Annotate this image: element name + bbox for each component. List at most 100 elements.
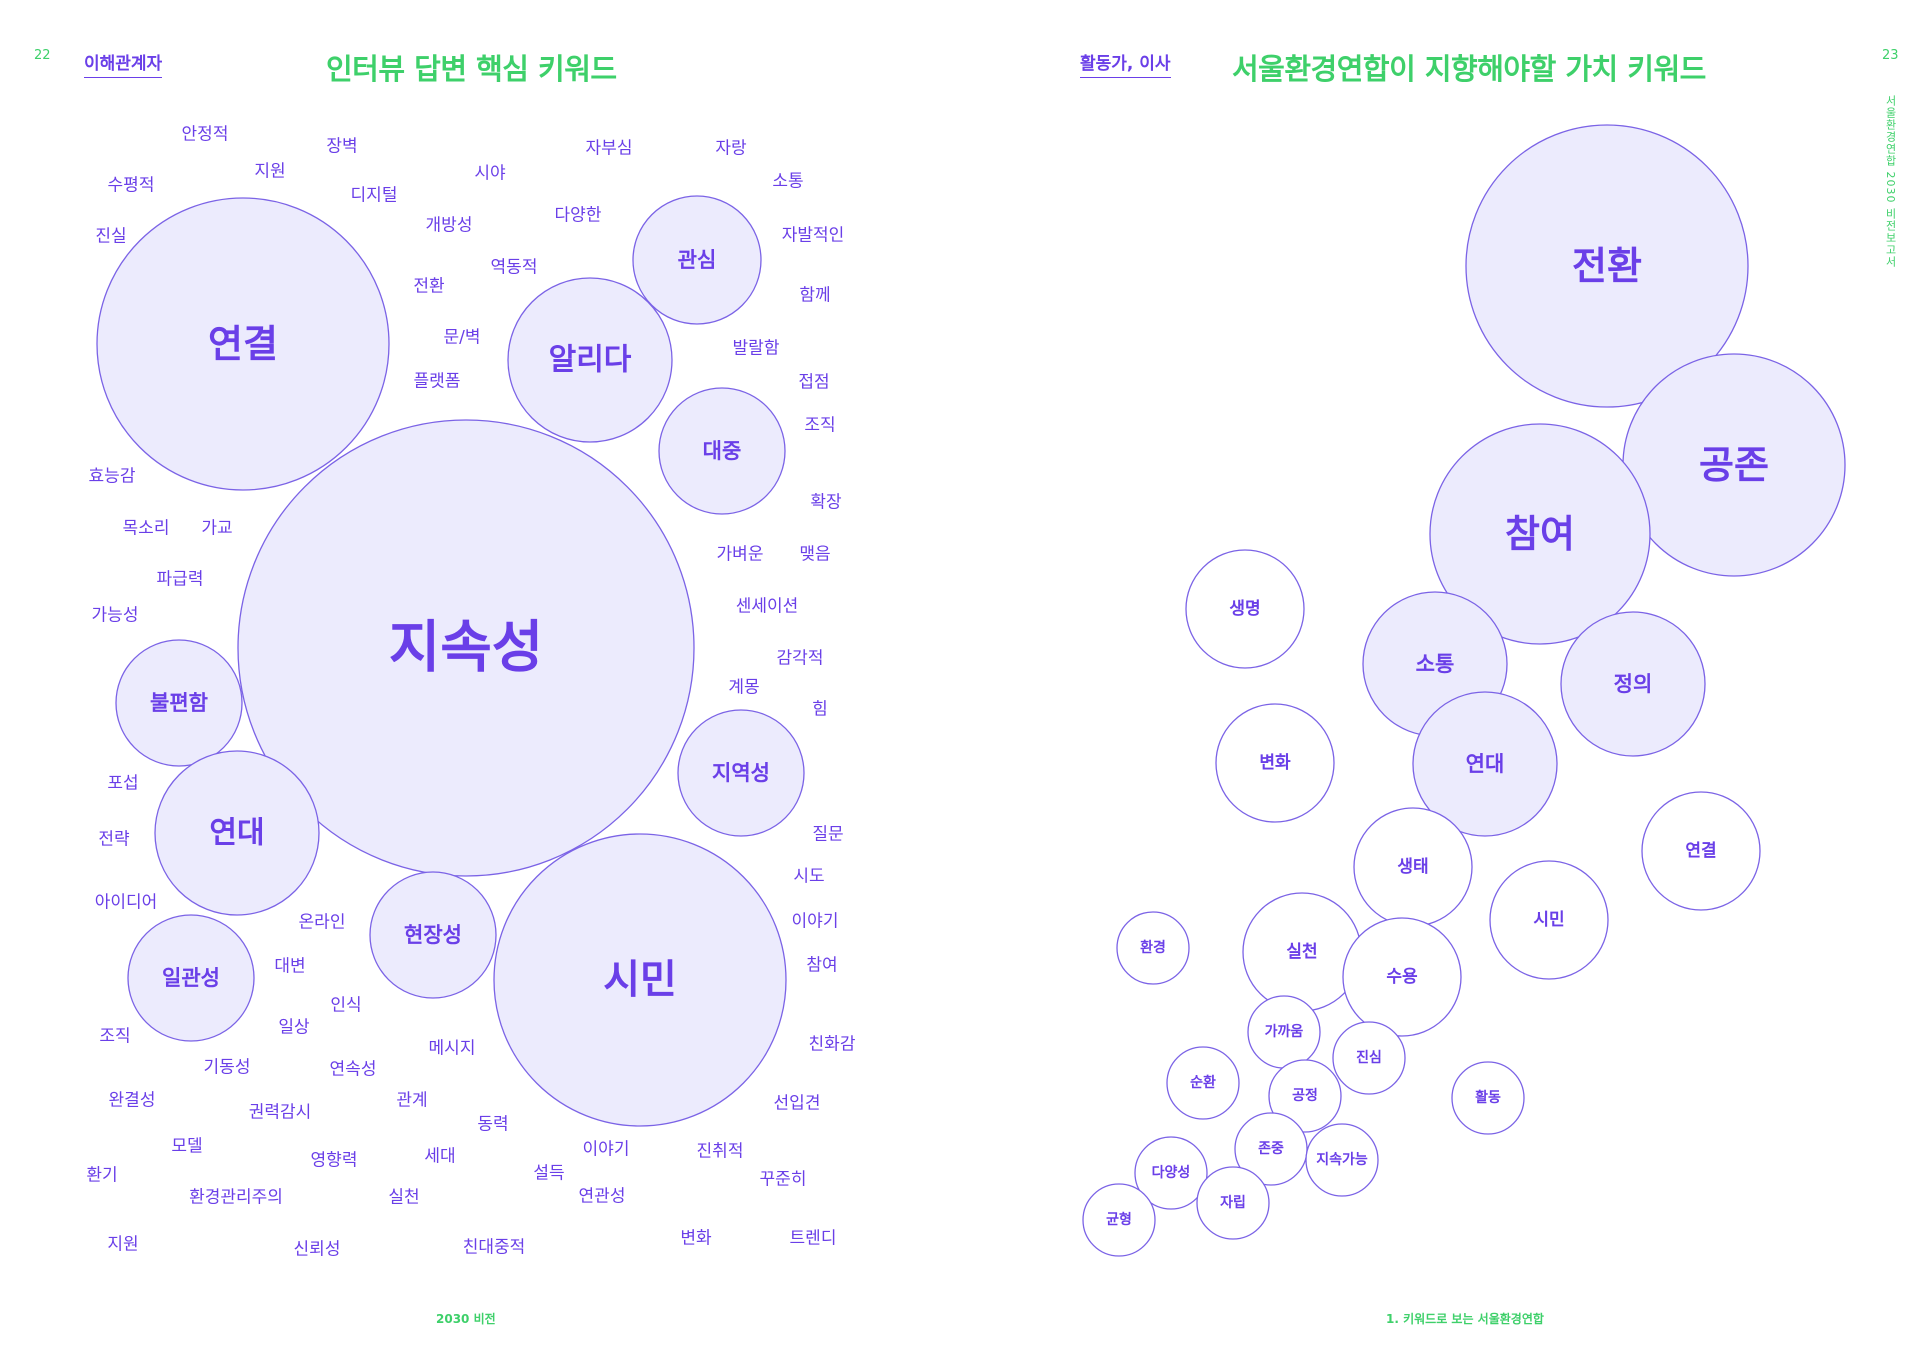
keyword-word: 조직 [99, 1026, 131, 1047]
keyword-word: 이야기 [791, 911, 839, 932]
keyword-bubble [1465, 124, 1749, 408]
keyword-bubble-label: 참여 [1505, 512, 1575, 556]
keyword-bubble [1134, 1136, 1208, 1210]
keyword-bubble-label: 활동 [1475, 1089, 1501, 1106]
keyword-word: 장벽 [326, 136, 358, 157]
keyword-bubble-label: 시민 [1533, 910, 1564, 930]
keyword-bubble [369, 871, 497, 999]
keyword-bubble-label: 수용 [1386, 967, 1418, 987]
keyword-word: 개방성 [425, 215, 473, 236]
right-page: 23 활동가, 이사 서울환경연합이 지향해야할 가치 키워드 서울환경연합 2… [960, 0, 1920, 1355]
vertical-report-title: 서울환경연합 2030 비전보고서 [1884, 95, 1897, 268]
page-title: 인터뷰 답변 핵심 키워드 [326, 52, 617, 86]
keyword-bubble-label: 불편함 [150, 691, 208, 715]
keyword-word: 진실 [95, 226, 127, 247]
page-title: 서울환경연합이 지향해야할 가치 키워드 [1232, 52, 1706, 86]
keyword-word: 계몽 [728, 677, 760, 698]
keyword-word: 디지털 [350, 185, 398, 206]
keyword-bubble [1412, 691, 1558, 837]
keyword-bubble-label: 다양성 [1152, 1165, 1191, 1181]
keyword-word: 지원 [254, 161, 286, 182]
keyword-word: 센세이션 [735, 596, 799, 617]
keyword-word: 환기 [86, 1165, 118, 1186]
keyword-word: 친대중적 [462, 1237, 526, 1258]
keyword-word: 다양한 [554, 205, 602, 226]
keyword-bubble-label: 일관성 [162, 966, 220, 990]
keyword-bubble [154, 750, 320, 916]
keyword-word: 변화 [680, 1228, 712, 1249]
keyword-bubble [507, 277, 673, 443]
keyword-bubble-label: 대중 [703, 439, 742, 463]
keyword-word: 지원 [107, 1234, 139, 1255]
keyword-word: 선입견 [773, 1093, 821, 1114]
keyword-word: 전환 [413, 276, 445, 297]
keyword-bubble-label: 현장성 [404, 923, 462, 947]
keyword-word: 동력 [477, 1114, 509, 1135]
keyword-bubble [1234, 1112, 1308, 1186]
keyword-bubble-label: 시민 [603, 957, 677, 1003]
keyword-bubble [1268, 1059, 1342, 1133]
keyword-word: 가교 [201, 518, 233, 539]
keyword-word: 시도 [793, 866, 825, 887]
keyword-bubble [127, 914, 255, 1042]
keyword-word: 전략 [98, 829, 130, 850]
keyword-bubble [1305, 1123, 1379, 1197]
keyword-word: 관계 [396, 1090, 428, 1111]
keyword-word: 힘 [812, 699, 828, 720]
keyword-word: 진취적 [696, 1141, 744, 1162]
keyword-word: 기동성 [203, 1057, 251, 1078]
keyword-word: 파급력 [156, 569, 204, 590]
keyword-word: 자부심 [585, 138, 633, 159]
keyword-bubble-label: 변화 [1259, 753, 1291, 773]
keyword-bubble [96, 197, 390, 491]
keyword-bubble [1342, 917, 1462, 1037]
keyword-word: 맺음 [799, 544, 831, 565]
keyword-bubble-label: 지역성 [712, 761, 770, 785]
keyword-word: 온라인 [298, 912, 346, 933]
keyword-bubble-label: 자립 [1220, 1195, 1246, 1211]
keyword-bubble [677, 709, 805, 837]
keyword-word: 목소리 [122, 518, 170, 539]
keyword-bubble [658, 387, 786, 515]
keyword-bubble-label: 생태 [1397, 857, 1428, 877]
keyword-word: 시야 [474, 163, 506, 184]
keyword-bubble [237, 419, 695, 877]
keyword-word: 역동적 [490, 257, 538, 278]
keyword-bubble-label: 알리다 [549, 343, 632, 378]
keyword-bubble-label: 지속가능 [1316, 1152, 1368, 1168]
keyword-word: 아이디어 [94, 892, 158, 913]
keyword-bubble-label: 연결 [1685, 841, 1716, 861]
keyword-bubble-label: 연결 [208, 322, 278, 366]
keyword-bubble-label: 연대 [1466, 752, 1505, 776]
keyword-word: 수평적 [107, 175, 155, 196]
keyword-bubble-label: 연대 [209, 816, 264, 851]
keyword-word: 안정적 [181, 124, 229, 145]
keyword-word: 자랑 [715, 138, 747, 159]
keyword-word: 연관성 [578, 1186, 626, 1207]
section-label: 활동가, 이사 [1080, 49, 1171, 78]
keyword-word: 플랫폼 [413, 371, 461, 392]
keyword-bubble [1429, 423, 1651, 645]
keyword-bubble [1215, 703, 1335, 823]
keyword-bubble [1196, 1166, 1270, 1240]
keyword-bubble [1185, 549, 1305, 669]
left-page: 22 이해관계자 인터뷰 답변 핵심 키워드 2030 비전 지속성 연결 시민 알리… [34, 48, 856, 1326]
keyword-word: 연속성 [329, 1059, 377, 1080]
keyword-word: 참여 [806, 955, 838, 976]
keyword-bubble-label: 관심 [678, 248, 717, 272]
keyword-word: 친화감 [808, 1034, 856, 1055]
keyword-word: 신뢰성 [293, 1239, 341, 1260]
keyword-bubble-label: 정의 [1614, 672, 1653, 696]
keyword-word: 영향력 [310, 1150, 358, 1171]
keyword-bubble [1116, 911, 1190, 985]
keyword-bubble [632, 195, 762, 325]
keyword-word: 환경관리주의 [189, 1187, 283, 1208]
keyword-word: 질문 [812, 824, 844, 845]
keyword-word: 꾸준히 [759, 1169, 807, 1190]
keyword-bubble [1489, 860, 1609, 980]
keyword-word: 실천 [388, 1187, 420, 1208]
keyword-bubble-label: 공정 [1292, 1087, 1318, 1104]
keyword-bubble-label: 존중 [1258, 1141, 1284, 1157]
keyword-bubble-label: 실천 [1286, 942, 1317, 962]
